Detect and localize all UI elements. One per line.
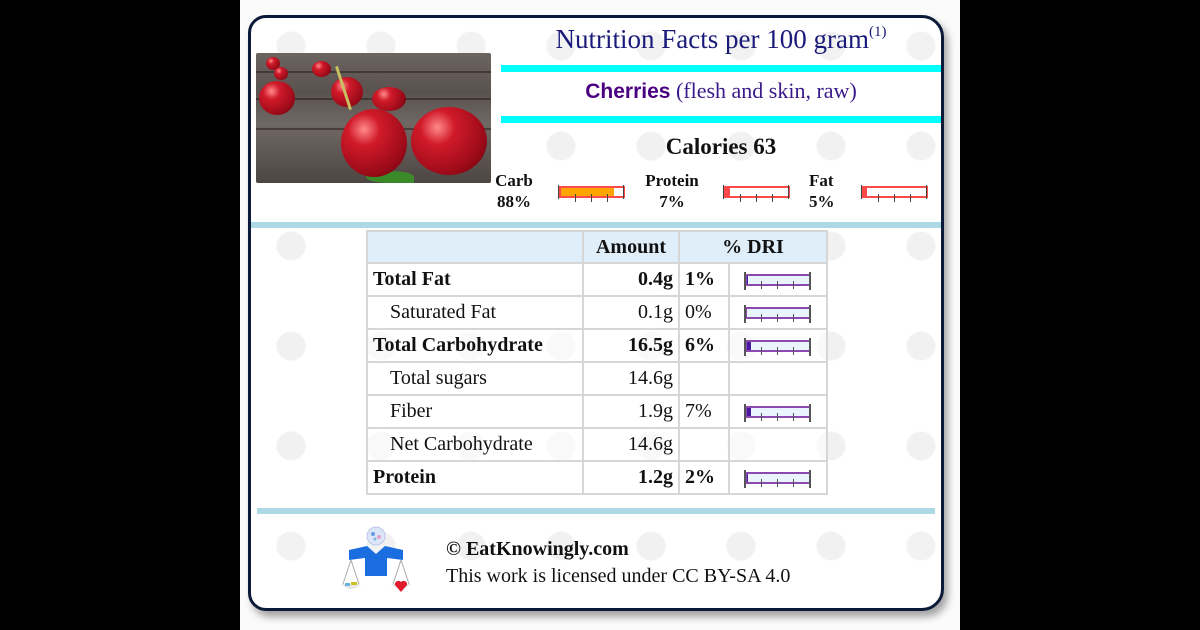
blue-divider-top (251, 222, 941, 228)
nutrient-amount: 0.4g (582, 262, 680, 297)
table-row: Total Carbohydrate 16.5g 6% (366, 328, 828, 363)
nutrition-table: Amount % DRI Total Fat 0.4g 1% Saturated… (366, 230, 828, 495)
nutrient-name: Total Fat (366, 262, 584, 297)
eatknowingly-logo-icon (341, 526, 411, 592)
macro-label: Protein (645, 171, 699, 190)
table-row: Saturated Fat 0.1g 0% (366, 295, 828, 330)
macro-carb: Carb 88% (489, 170, 539, 212)
macro-percent: 7% (659, 192, 685, 211)
nutrient-name: Fiber (366, 394, 584, 429)
footnote-marker: (1) (868, 24, 887, 40)
nutrient-name: Saturated Fat (366, 295, 584, 330)
dri-bar (744, 337, 811, 356)
dri-bar-cell (728, 361, 828, 396)
carb-bar (558, 185, 625, 202)
dri-bar (744, 271, 811, 290)
page-title: Nutrition Facts per 100 gram(1) (501, 24, 941, 55)
nutrient-dri (678, 361, 730, 396)
nutrient-name: Total sugars (366, 361, 584, 396)
table-row: Net Carbohydrate 14.6g (366, 427, 828, 462)
table-row: Total Fat 0.4g 1% (366, 262, 828, 297)
macro-percent: 88% (497, 192, 531, 211)
nutrient-dri: 7% (678, 394, 730, 429)
nutrient-name: Protein (366, 460, 584, 495)
nutrient-dri: 0% (678, 295, 730, 330)
protein-bar (723, 185, 790, 202)
nutrient-dri: 6% (678, 328, 730, 363)
macro-label: Fat (809, 171, 834, 190)
nutrient-amount: 14.6g (582, 361, 680, 396)
blue-divider-bottom (257, 508, 935, 514)
dri-bar-cell (728, 427, 828, 462)
table-row: Fiber 1.9g 7% (366, 394, 828, 429)
nutrient-dri: 1% (678, 262, 730, 297)
cyan-divider-top (501, 65, 941, 72)
calories-label: Calories 63 (665, 134, 777, 159)
nutrient-amount: 1.9g (582, 394, 680, 429)
macro-label: Carb (495, 171, 533, 190)
table-row: Total sugars 14.6g (366, 361, 828, 396)
cyan-divider-bottom (501, 116, 941, 123)
copyright-text: © EatKnowingly.com (446, 538, 629, 560)
table-header-row: Amount % DRI (366, 230, 828, 264)
title-text: Nutrition Facts per 100 gram (555, 24, 869, 54)
dri-bar-cell (728, 328, 828, 363)
dri-bar-cell (728, 460, 828, 495)
dri-bar (744, 403, 811, 422)
fat-bar (861, 185, 928, 202)
dri-bar-cell (728, 394, 828, 429)
nutrient-name: Total Carbohydrate (366, 328, 584, 363)
dri-bar (744, 304, 811, 323)
page-background: Nutrition Facts per 100 gram(1) Cherries… (240, 0, 960, 630)
macro-protein: Protein 7% (637, 170, 707, 212)
license-text: This work is licensed under CC BY-SA 4.0 (446, 565, 791, 587)
food-detail: (flesh and skin, raw) (675, 78, 857, 103)
nutrient-amount: 0.1g (582, 295, 680, 330)
nutrient-name: Net Carbohydrate (366, 427, 584, 462)
header-dri: % DRI (678, 230, 828, 264)
table-row: Protein 1.2g 2% (366, 460, 828, 495)
macro-fat: Fat 5% (809, 170, 845, 212)
nutrient-dri (678, 427, 730, 462)
dri-bar-cell (728, 262, 828, 297)
food-description: Cherries (flesh and skin, raw) (501, 78, 941, 104)
nutrient-amount: 16.5g (582, 328, 680, 363)
macro-percent: 5% (809, 192, 835, 211)
nutrition-facts-card: Nutrition Facts per 100 gram(1) Cherries… (248, 15, 944, 611)
dri-bar (744, 469, 811, 488)
cherries-photo (256, 53, 491, 183)
nutrient-amount: 1.2g (582, 460, 680, 495)
food-name: Cherries (585, 80, 671, 103)
dri-bar-cell (728, 295, 828, 330)
header-nutrient (366, 230, 584, 264)
nutrient-amount: 14.6g (582, 427, 680, 462)
nutrient-dri: 2% (678, 460, 730, 495)
header-amount: Amount (582, 230, 680, 264)
